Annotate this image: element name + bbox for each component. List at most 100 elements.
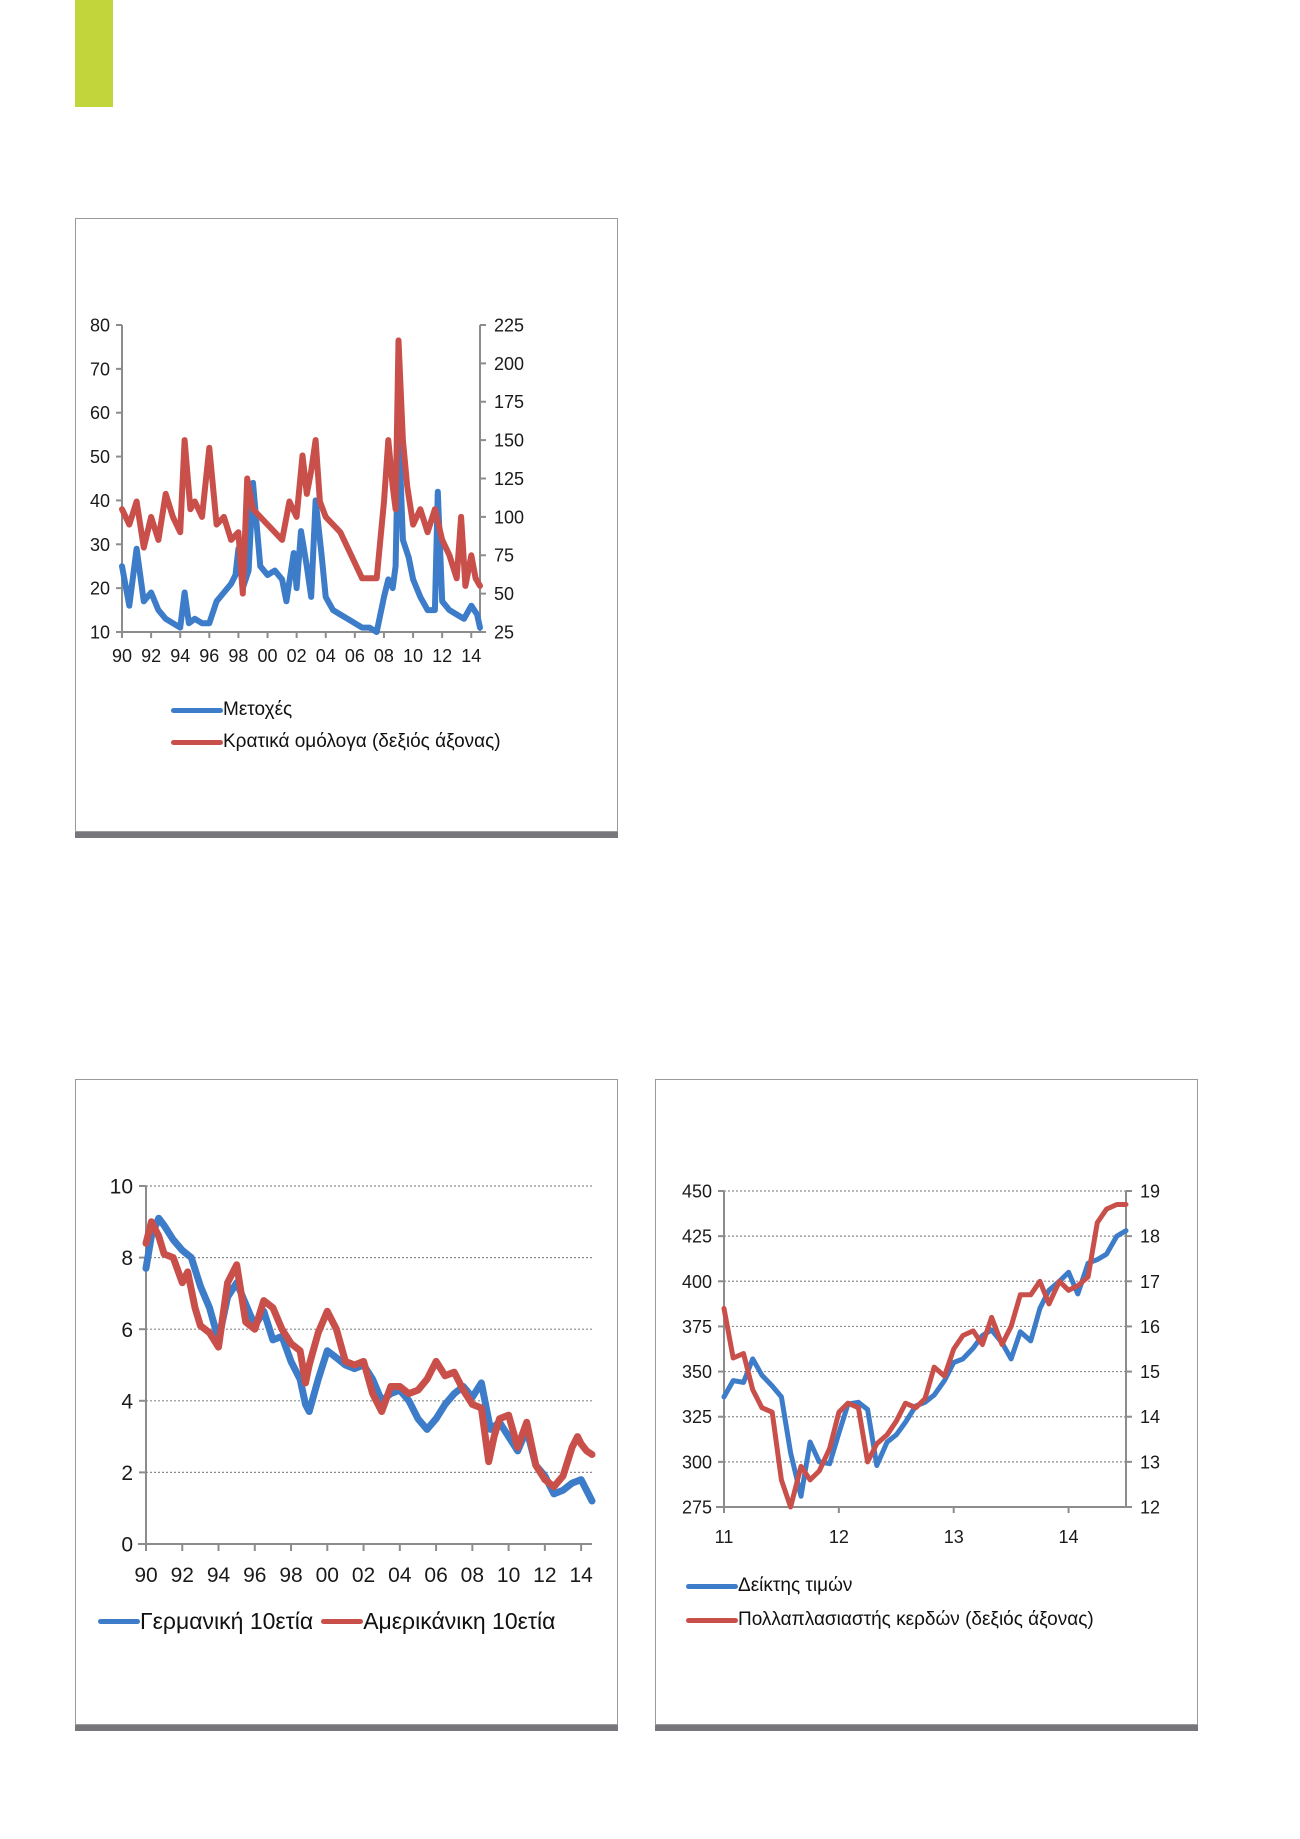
x-tick-label: 13 [944, 1527, 964, 1547]
legend-item-bonds: Κρατικά ομόλογα (δεξιός άξονας) [171, 731, 501, 753]
chart-stocks-bonds: 10 20 30 40 50 60 70 80 25 50 75 100 125 150 175 200 225… [90, 315, 524, 666]
y-tick-label-left: 350 [682, 1362, 712, 1382]
x-tick-label: 08 [374, 646, 394, 666]
x-tick-label: 02 [352, 1564, 375, 1587]
y-tick-label-left: 325 [682, 1407, 712, 1427]
series-line-red [142, 1218, 596, 1491]
x-tick-label: 06 [345, 646, 365, 666]
legend-swatch-blue [98, 1619, 140, 1624]
legend-label: Δείκτης τιμών [738, 1575, 853, 1596]
legend-item-pe-multiple: Πολλαπλασιαστής κερδών (δεξιός άξονας) [686, 1609, 1094, 1631]
x-tick-label: 02 [287, 646, 307, 666]
series-line-red [119, 337, 483, 597]
x-tick-label: 12 [829, 1527, 849, 1547]
x-tick-label: 90 [112, 646, 132, 666]
y-tick-label-right: 19 [1140, 1181, 1160, 1201]
legend-item-price-index: Δείκτης τιμών [686, 1575, 1094, 1597]
y-tick-label-left: 30 [90, 535, 110, 555]
y-tick-label-left: 50 [90, 447, 110, 467]
series-line-blue [119, 418, 483, 635]
y-tick-label-left: 375 [682, 1317, 712, 1337]
y-tick-label-left: 70 [90, 359, 110, 379]
x-tick-label: 12 [533, 1564, 556, 1587]
frame-bottom-rule [75, 1725, 618, 1731]
legend-label: Κρατικά ομόλογα (δεξιός άξονας) [223, 731, 501, 752]
chart-frame-10y-yields: 0 2 4 6 8 10 90 92 94 96 98 00 02 04 06 08 10 12 14 Γερμαν… [75, 1079, 618, 1731]
x-tick-label: 11 [715, 1527, 734, 1547]
y-tick-label-right: 25 [494, 622, 514, 642]
chart-frame-stocks-bonds: 10 20 30 40 50 60 70 80 25 50 75 100 125 150 175 200 225… [75, 218, 618, 838]
x-tick-label: 06 [424, 1564, 447, 1587]
x-tick-label: 10 [403, 646, 423, 666]
x-tick-label: 94 [170, 646, 190, 666]
y-tick-label-left: 4 [121, 1390, 133, 1413]
series-line-blue [721, 1228, 1129, 1499]
legend-swatch-blue [686, 1583, 738, 1589]
legend-label: Αμερικάνικη 10ετία [363, 1608, 556, 1634]
y-tick-label-right: 100 [494, 507, 524, 527]
y-tick-label-left: 425 [682, 1227, 712, 1247]
x-tick-label: 00 [258, 646, 278, 666]
y-tick-label-right: 175 [494, 392, 524, 412]
x-tick-label: 00 [316, 1564, 339, 1587]
legend-label: Γερμανική 10ετία [140, 1608, 314, 1634]
y-tick-label-right: 150 [494, 431, 524, 451]
y-tick-label-left: 8 [121, 1247, 133, 1270]
legend-swatch-red [321, 1619, 364, 1624]
y-tick-label-right: 16 [1140, 1317, 1160, 1337]
x-tick-label: 04 [316, 646, 336, 666]
y-tick-label-right: 18 [1140, 1227, 1160, 1247]
series-line-red [721, 1202, 1129, 1510]
frame-bottom-rule [655, 1725, 1198, 1731]
legend-swatch-red [686, 1617, 738, 1623]
x-tick-label: 92 [141, 646, 161, 666]
legend: Δείκτης τιμών Πολλαπλασιαστής κερδών (δε… [686, 1575, 1094, 1631]
accent-bar [75, 0, 113, 107]
x-tick-label: 94 [207, 1564, 231, 1587]
y-tick-label-right: 75 [494, 546, 514, 566]
legend: Μετοχές Κρατικά ομόλογα (δεξιός άξονας) [171, 699, 501, 753]
x-tick-label: 14 [1059, 1527, 1079, 1547]
x-tick-label: 98 [279, 1564, 302, 1587]
y-tick-label-left: 60 [90, 403, 110, 423]
y-tick-label-right: 200 [494, 354, 524, 374]
legend-swatch-blue [171, 707, 223, 713]
y-tick-label-left: 0 [121, 1534, 133, 1557]
x-tick-label: 14 [461, 646, 481, 666]
x-tick-label: 96 [243, 1564, 266, 1587]
y-tick-label-left: 400 [682, 1272, 712, 1292]
y-tick-label-right: 17 [1140, 1272, 1160, 1292]
series-line-blue [142, 1214, 596, 1505]
frame-bottom-rule [75, 832, 618, 838]
x-tick-label: 90 [134, 1564, 157, 1587]
y-tick-label-right: 13 [1140, 1452, 1160, 1472]
legend-item-stocks: Μετοχές [171, 699, 501, 721]
x-tick-label: 98 [228, 646, 248, 666]
y-tick-label-right: 125 [494, 469, 524, 489]
y-tick-label-right: 14 [1140, 1407, 1160, 1427]
y-tick-label-left: 10 [90, 622, 110, 642]
legend-row: Γερμανική 10ετία Αμερικάνικη 10ετία [98, 1608, 555, 1635]
legend-label: Πολλαπλασιαστής κερδών (δεξιός άξονας) [738, 1609, 1094, 1630]
legend: Γερμανική 10ετία Αμερικάνικη 10ετία [98, 1608, 555, 1635]
y-tick-label-left: 275 [682, 1497, 712, 1517]
legend-label: Μετοχές [223, 699, 293, 720]
y-tick-label-left: 2 [121, 1462, 133, 1485]
y-tick-label-left: 20 [90, 579, 110, 599]
y-tick-label-left: 6 [121, 1319, 133, 1342]
x-tick-label: 92 [171, 1564, 194, 1587]
x-tick-label: 12 [432, 646, 452, 666]
x-tick-label: 10 [497, 1564, 520, 1587]
y-tick-label-right: 15 [1140, 1362, 1160, 1382]
y-tick-label-left: 10 [110, 1176, 133, 1199]
x-tick-label: 08 [461, 1564, 484, 1587]
chart-price-earnings: 275 300 325 350 375 400 425 450 12 13 14 15 16 17 18 19… [682, 1181, 1160, 1547]
y-tick-label-left: 300 [682, 1452, 712, 1472]
y-tick-label-right: 12 [1140, 1497, 1160, 1517]
x-tick-label: 96 [199, 646, 219, 666]
chart-frame-price-earnings: 275 300 325 350 375 400 425 450 12 13 14 15 16 17 18 19… [655, 1079, 1198, 1731]
x-tick-label: 14 [569, 1564, 593, 1587]
x-tick-label: 04 [388, 1564, 412, 1587]
y-tick-label-left: 80 [90, 315, 110, 335]
